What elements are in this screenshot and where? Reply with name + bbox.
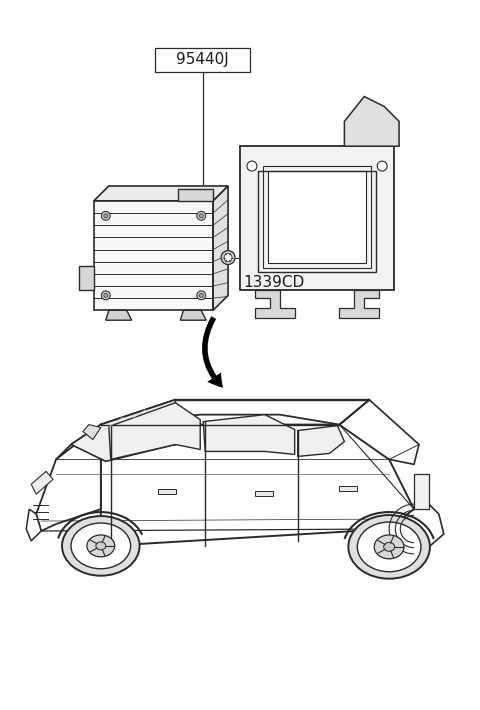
Ellipse shape [374, 535, 404, 559]
Bar [414, 474, 429, 509]
Polygon shape [94, 186, 228, 201]
Polygon shape [106, 310, 132, 320]
Polygon shape [203, 415, 295, 454]
Polygon shape [71, 400, 175, 462]
Polygon shape [255, 290, 295, 318]
Polygon shape [83, 425, 101, 439]
Circle shape [104, 293, 108, 297]
Circle shape [101, 212, 110, 220]
Polygon shape [179, 189, 213, 201]
Circle shape [199, 293, 203, 297]
Bar [255, 491, 273, 496]
Polygon shape [101, 400, 369, 425]
Circle shape [101, 291, 110, 300]
Polygon shape [213, 186, 228, 310]
Polygon shape [389, 499, 444, 551]
Polygon shape [79, 266, 94, 290]
Circle shape [104, 214, 108, 218]
Polygon shape [240, 146, 394, 290]
Polygon shape [36, 425, 101, 531]
Circle shape [197, 212, 206, 220]
Ellipse shape [384, 542, 395, 552]
Polygon shape [298, 425, 344, 457]
Polygon shape [339, 400, 419, 464]
Polygon shape [56, 400, 175, 459]
Bar [339, 486, 357, 491]
Ellipse shape [87, 535, 115, 557]
Circle shape [199, 214, 203, 218]
Text: 95440J: 95440J [176, 53, 229, 67]
Polygon shape [180, 310, 206, 320]
Ellipse shape [348, 515, 430, 579]
Polygon shape [31, 471, 53, 494]
Bar [156, 48, 250, 72]
Polygon shape [344, 97, 399, 146]
FancyArrowPatch shape [202, 316, 223, 388]
Text: 1339CD: 1339CD [243, 275, 304, 290]
Circle shape [224, 253, 232, 261]
Ellipse shape [71, 523, 131, 569]
Polygon shape [94, 201, 213, 310]
Polygon shape [109, 403, 200, 459]
Polygon shape [26, 509, 41, 541]
Ellipse shape [62, 516, 140, 576]
Circle shape [377, 161, 387, 171]
Bar [158, 489, 176, 494]
Ellipse shape [357, 522, 421, 572]
Polygon shape [101, 425, 414, 544]
Circle shape [221, 251, 235, 265]
Circle shape [247, 161, 257, 171]
Circle shape [197, 291, 206, 300]
Polygon shape [339, 290, 379, 318]
Polygon shape [268, 171, 366, 263]
Ellipse shape [96, 542, 106, 550]
